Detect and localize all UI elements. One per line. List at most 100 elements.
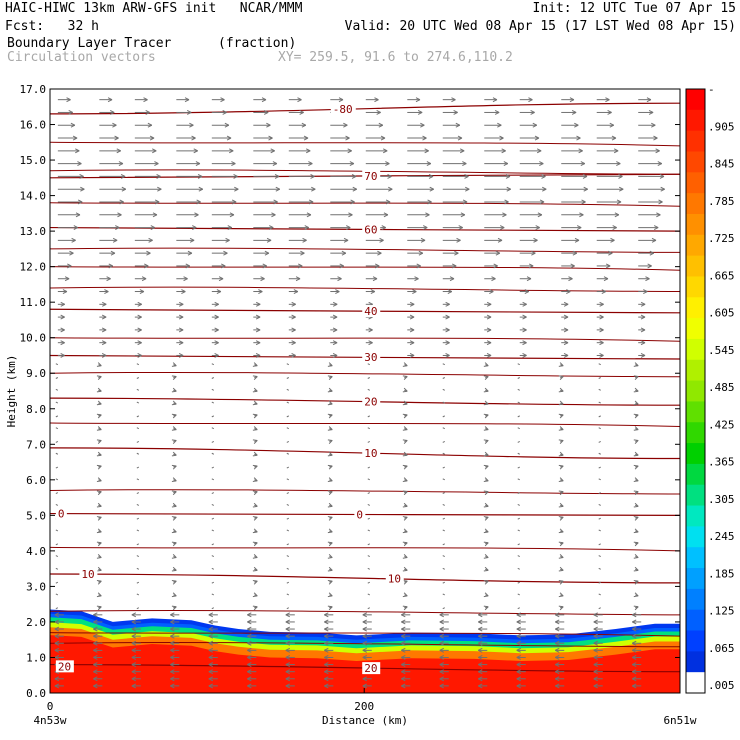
circulation-vector [362, 612, 372, 618]
circulation-vector [407, 161, 432, 167]
circulation-vector [288, 263, 303, 269]
circulation-vector [561, 110, 577, 115]
circulation-vector [442, 340, 450, 346]
colorbar-label: .305 [708, 493, 735, 506]
circulation-vector [208, 640, 218, 646]
circulation-vector [134, 97, 148, 103]
circulation-vector [288, 353, 296, 358]
circulation-vector [134, 122, 153, 128]
colorbar-label: .725 [708, 232, 735, 245]
circulation-vector [439, 619, 449, 625]
circulation-vector [252, 451, 258, 457]
circulation-vector [558, 580, 564, 585]
circulation-vector [253, 327, 261, 333]
circulation-vector [288, 250, 305, 256]
circulation-vector [171, 490, 177, 496]
colorbar-label: .185 [708, 567, 735, 580]
circulation-vector [131, 647, 141, 653]
circulation-vector [633, 362, 639, 367]
circulation-vector [252, 413, 258, 419]
circulation-vector [484, 301, 492, 307]
circulation-vector [171, 502, 177, 508]
circulation-vector [55, 529, 59, 532]
temperature-contour [50, 489, 680, 495]
circulation-vector [55, 607, 59, 610]
circulation-vector [442, 388, 445, 391]
circulation-vector [519, 276, 532, 282]
circulation-vector [593, 655, 603, 660]
circulation-vector [561, 353, 569, 358]
circulation-vector [288, 148, 311, 154]
circulation-vector [171, 439, 177, 444]
circulation-vector [136, 415, 140, 418]
circulation-vector [136, 427, 140, 430]
circulation-vector [247, 676, 257, 682]
circulation-vector [483, 439, 489, 444]
circulation-vector [483, 502, 489, 508]
plot-area: -81.17 -81.2 -80 70 60 40 30 20 10 0 10 20 0 10 20 [50, 97, 680, 693]
circulation-vector [252, 362, 258, 367]
circulation-vector [402, 516, 408, 521]
circulation-vector [96, 451, 102, 457]
circulation-vector [176, 135, 196, 141]
circulation-vector [208, 669, 218, 675]
circulation-vector [593, 683, 603, 689]
circulation-vector [99, 225, 120, 231]
circulation-vector [483, 592, 489, 598]
circulation-vector [367, 529, 371, 532]
circulation-vector [598, 492, 601, 495]
circulation-vector [136, 363, 140, 366]
circulation-vector [638, 327, 646, 333]
circulation-vector [327, 502, 333, 508]
circulation-vector [632, 612, 642, 618]
circulation-vector [596, 212, 620, 218]
y-tick-label: 13.0 [20, 225, 47, 238]
circulation-vector [365, 135, 386, 141]
circulation-vector [633, 477, 639, 482]
colorbar-segment [686, 463, 705, 486]
circulation-vector [57, 135, 78, 141]
colorbar-segment [686, 505, 705, 527]
circulation-vector [57, 148, 80, 154]
circulation-vector [171, 413, 177, 419]
circulation-vector [478, 640, 488, 646]
circulation-vector [407, 276, 419, 282]
circulation-vector [484, 225, 505, 231]
circulation-vector [176, 250, 193, 256]
circulation-vector [483, 554, 489, 559]
circulation-vector [638, 199, 663, 205]
temperature-contour [50, 371, 680, 378]
circulation-vector [367, 492, 371, 495]
circulation-vector [442, 289, 453, 294]
y-tick-label: 2.0 [26, 616, 46, 629]
circulation-vector [478, 669, 488, 675]
colorbar-segment [686, 672, 705, 694]
circulation-vector [131, 669, 141, 675]
circulation-vector [517, 492, 520, 495]
circulation-vector [558, 426, 564, 431]
circulation-vector [407, 97, 421, 103]
circulation-vector [247, 655, 257, 660]
circulation-vector [633, 490, 639, 496]
contour-label-bg [354, 508, 366, 521]
circulation-vector [632, 626, 642, 632]
circulation-vector [561, 97, 575, 103]
circulation-vector [253, 301, 261, 307]
circulation-vector [253, 173, 280, 179]
circulation-vector [367, 517, 371, 520]
circulation-vector [519, 110, 535, 115]
circulation-vector [55, 415, 59, 418]
circulation-vector [330, 212, 353, 218]
circulation-vector [327, 528, 333, 534]
circulation-vector [638, 301, 646, 307]
circulation-vector [483, 605, 489, 611]
circulation-vector [401, 612, 411, 618]
circulation-vector [288, 314, 296, 320]
circulation-vector [288, 212, 312, 218]
circulation-vector [517, 607, 520, 610]
circulation-vector [286, 478, 290, 481]
circulation-vector [598, 388, 601, 391]
circulation-vector [517, 503, 520, 506]
colorbar-segment [686, 609, 705, 632]
circulation-vector [54, 676, 64, 682]
